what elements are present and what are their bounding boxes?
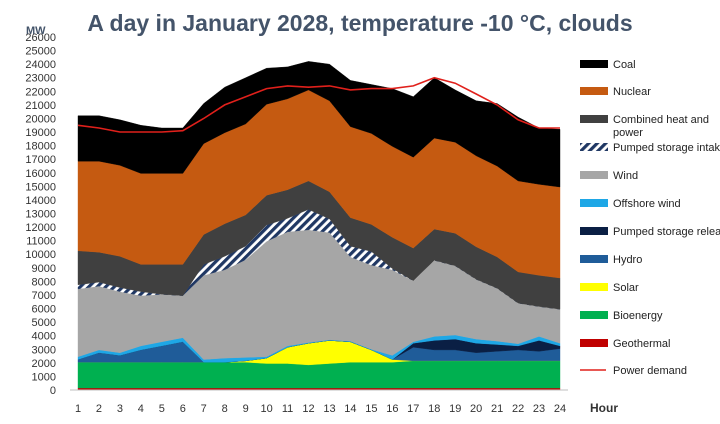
x-tick-label: 18 [428,403,440,415]
y-tick-label: 3000 [32,344,56,356]
y-tick-label: 25000 [25,46,56,58]
x-tick-label: 17 [407,403,419,415]
legend-swatch-bioenergy [580,311,608,319]
legend-swatch-wind [580,171,608,179]
x-tick-label: 2 [96,403,102,415]
x-tick-label: 22 [512,403,524,415]
y-tick-label: 19000 [25,127,56,139]
chart-title: A day in January 2028, temperature -10 °… [87,10,633,36]
y-tick-label: 20000 [25,113,56,125]
area-coal [77,61,561,188]
line-power-demand [77,76,560,133]
legend-swatch-pumped-storage-intake [580,143,608,151]
x-axis-label: Hour [590,401,618,415]
legend-swatch-combined-heat-and-power [580,115,608,123]
legend-label-offshore-wind: Offshore wind [613,198,681,210]
legend-swatch-nuclear [580,87,608,95]
x-tick-label: 23 [533,403,545,415]
y-axis-unit: MW [26,25,46,37]
legend-label-geothermal: Geothermal [613,338,670,350]
legend-label-power-demand: Power demand [613,365,687,377]
x-tick-label: 7 [201,403,207,415]
y-tick-label: 12000 [25,222,56,234]
x-tick-label: 11 [282,403,293,415]
x-tick-label: 5 [159,403,165,415]
legend-label-combined-heat-and-power: Combined heat and power [613,114,709,139]
legend-swatch-geothermal [580,339,608,347]
legend-swatch-pumped-storage-release [580,227,608,235]
y-tick-label: 23000 [25,73,56,85]
x-tick-label: 4 [138,403,144,415]
y-tick-label: 15000 [25,181,56,193]
x-tick-label: 12 [302,403,314,415]
x-tick-label: 15 [365,403,377,415]
legend-label-pumped-storage-intake: Pumped storage intake [613,142,720,154]
legend-label-line: power [613,127,643,139]
legend-label-wind: Wind [613,170,638,182]
legend: Coal Nuclear Combined heat and power Pumped … [580,59,720,377]
legend-label-line: Pumped storage intake [613,142,720,154]
y-tick-label: 21000 [25,100,56,112]
y-tick-label: 22000 [25,86,56,98]
legend-label-hydro: Hydro [613,254,642,266]
y-tick-label: 4000 [32,331,56,343]
area-bioenergy [77,360,561,389]
x-tick-label: 3 [117,403,123,415]
y-tick-label: 1000 [32,371,56,383]
lines-layer [77,76,560,133]
y-tick-label: 18000 [25,141,56,153]
y-tick-label: 10000 [25,249,56,261]
y-tick-label: 13000 [25,209,56,221]
legend-label-line: Combined heat and [613,114,709,126]
x-tick-label: 8 [222,403,228,415]
y-tick-label: 0 [50,385,56,397]
x-tick-label: 16 [386,403,398,415]
y-tick-label: 24000 [25,59,56,71]
legend-label-nuclear: Nuclear [613,86,651,98]
y-tick-label: 26000 [25,32,56,44]
y-tick-label: 9000 [32,263,56,275]
legend-swatch-solar [580,283,608,291]
legend-label-bioenergy: Bioenergy [613,310,663,322]
legend-swatch-offshore-wind [580,199,608,207]
x-tick-label: 20 [470,403,482,415]
x-tick-label: 9 [243,403,249,415]
y-tick-label: 7000 [32,290,56,302]
y-tick-label: 5000 [32,317,56,329]
x-tick-label: 1 [75,403,81,415]
legend-label-pumped-storage-release: Pumped storage release [613,226,720,238]
legend-swatch-hydro [580,255,608,263]
x-tick-label: 6 [180,403,186,415]
legend-swatch-coal [580,60,608,68]
y-tick-label: 8000 [32,276,56,288]
y-tick-label: 17000 [25,154,56,166]
x-tick-label: 10 [260,403,272,415]
x-tick-label: 19 [449,403,461,415]
legend-label-solar: Solar [613,282,639,294]
y-tick-label: 2000 [32,358,56,370]
legend-label-coal: Coal [613,59,636,71]
x-tick-label: 14 [344,403,356,415]
y-tick-label: 11000 [26,236,56,248]
areas-layer [77,61,561,391]
y-tick-label: 6000 [32,304,56,316]
x-tick-label: 24 [554,403,566,415]
x-tick-label: 21 [491,403,503,415]
y-tick-label: 14000 [25,195,56,207]
x-tick-label: 13 [323,403,335,415]
y-tick-label: 16000 [25,168,56,180]
legend-label-line: Pumped storage release [613,226,720,238]
